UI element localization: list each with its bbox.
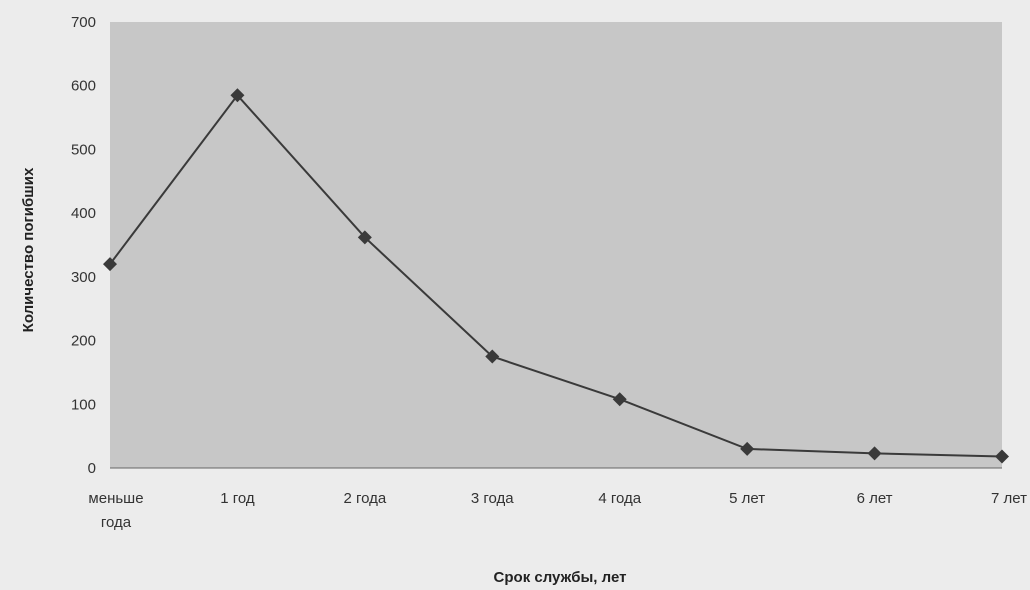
x-tick-label: 6 лет <box>857 490 893 507</box>
y-tick-label: 600 <box>71 78 96 95</box>
y-tick-label: 0 <box>88 460 96 477</box>
x-tick-label: 2 года <box>343 490 386 507</box>
x-tick-label: 5 лет <box>729 490 765 507</box>
series-markers <box>103 88 1009 464</box>
x-axis-label: Срок службы, лет <box>494 569 627 586</box>
series-line <box>109 93 1003 458</box>
data-point <box>230 88 245 103</box>
y-axis-ticks: 0 100 200 300 400 500 600 700 <box>71 14 96 477</box>
y-tick-label: 200 <box>71 333 96 350</box>
data-point <box>995 449 1009 464</box>
y-axis-label: Количество погибших <box>20 167 37 332</box>
x-tick-label: 7 лет <box>991 490 1027 507</box>
y-tick-label: 500 <box>71 141 96 158</box>
data-point <box>103 257 117 272</box>
x-tick-label: 1 год <box>220 490 255 507</box>
data-point <box>485 349 500 364</box>
y-tick-label: 700 <box>71 14 96 31</box>
x-tick-label: 4 года <box>598 490 641 507</box>
y-tick-label: 400 <box>71 205 96 222</box>
y-tick-label: 300 <box>71 269 96 286</box>
x-tick-label: меньше года <box>88 490 143 531</box>
data-point <box>867 446 882 461</box>
data-point <box>357 230 372 245</box>
data-point <box>612 392 627 407</box>
data-point <box>740 441 755 456</box>
plot-area <box>110 22 1002 468</box>
x-axis-ticks: меньше года 1 год 2 года 3 года 4 года 5 лет 6 … <box>88 490 1027 531</box>
y-tick-label: 100 <box>71 396 96 413</box>
x-tick-label: 3 года <box>471 490 514 507</box>
